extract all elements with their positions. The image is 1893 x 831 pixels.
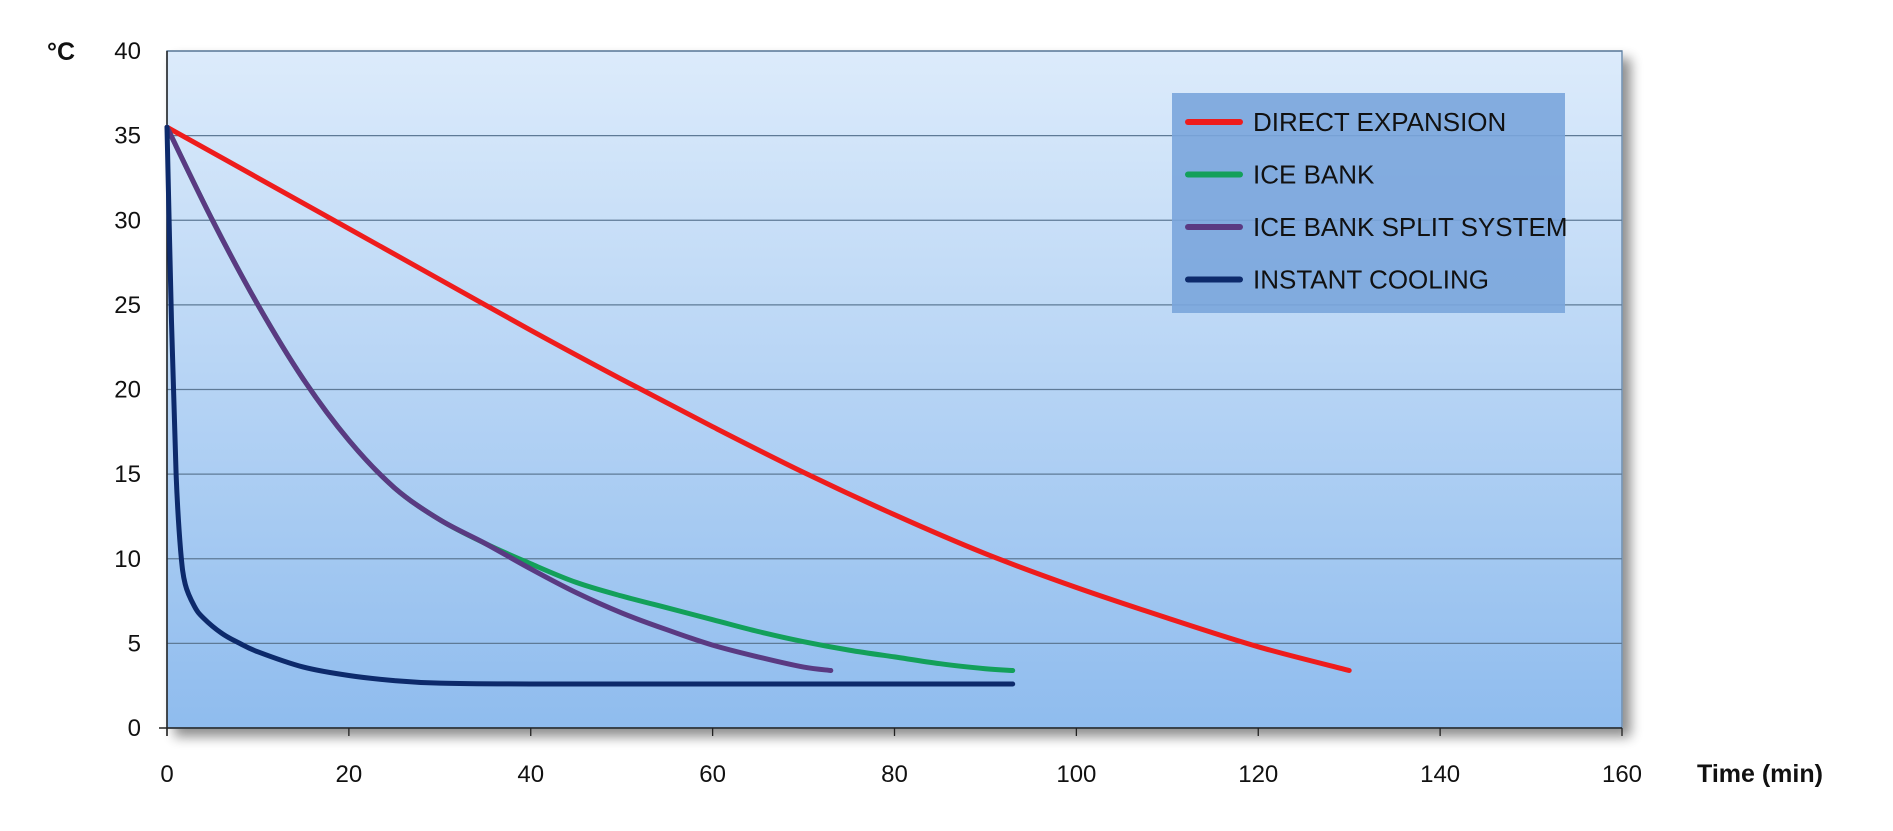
y-tick-label: 0 [128, 715, 141, 742]
y-tick-label: 15 [114, 461, 141, 488]
x-tick-labels: 0 20 40 60 80 100 120 140 160 [160, 761, 1642, 788]
y-tick-label: 40 [114, 38, 141, 65]
legend-box [1172, 93, 1565, 313]
legend-label-instant-cooling: INSTANT COOLING [1253, 265, 1489, 295]
x-tick-label: 80 [881, 761, 908, 788]
x-tick-label: 160 [1602, 761, 1642, 788]
x-tick-label: 60 [699, 761, 726, 788]
x-tick-label: 100 [1056, 761, 1096, 788]
x-tick-label: 140 [1420, 761, 1460, 788]
y-tick-labels: 0 5 10 15 20 25 30 35 40 [114, 38, 141, 742]
series-line-direct-expansion [164, 124, 1352, 673]
y-tick-label: 25 [114, 292, 141, 319]
y-tick-label: 35 [114, 123, 141, 150]
legend-label-ice-bank: ICE BANK [1253, 160, 1375, 190]
x-tick-label: 40 [517, 761, 544, 788]
legend: DIRECT EXPANSION ICE BANK ICE BANK SPLIT S… [1172, 93, 1568, 313]
x-tick-label: 0 [160, 761, 173, 788]
y-axis-title: °C [47, 38, 75, 66]
y-tick-label: 20 [114, 377, 141, 404]
legend-label-direct-expansion: DIRECT EXPANSION [1253, 107, 1506, 137]
x-tick-label: 120 [1238, 761, 1278, 788]
series-line-instant-cooling [164, 124, 1016, 687]
data-series [164, 124, 1352, 687]
x-tick-label: 20 [336, 761, 363, 788]
y-tick-label: 5 [128, 630, 141, 657]
series-line-ice-bank-split-system [164, 124, 834, 673]
y-tick-label: 10 [114, 546, 141, 573]
x-axis-title: Time (min) [1697, 760, 1823, 788]
y-tick-label: 30 [114, 207, 141, 234]
legend-label-ice-bank-split-system: ICE BANK SPLIT SYSTEM [1253, 212, 1568, 242]
